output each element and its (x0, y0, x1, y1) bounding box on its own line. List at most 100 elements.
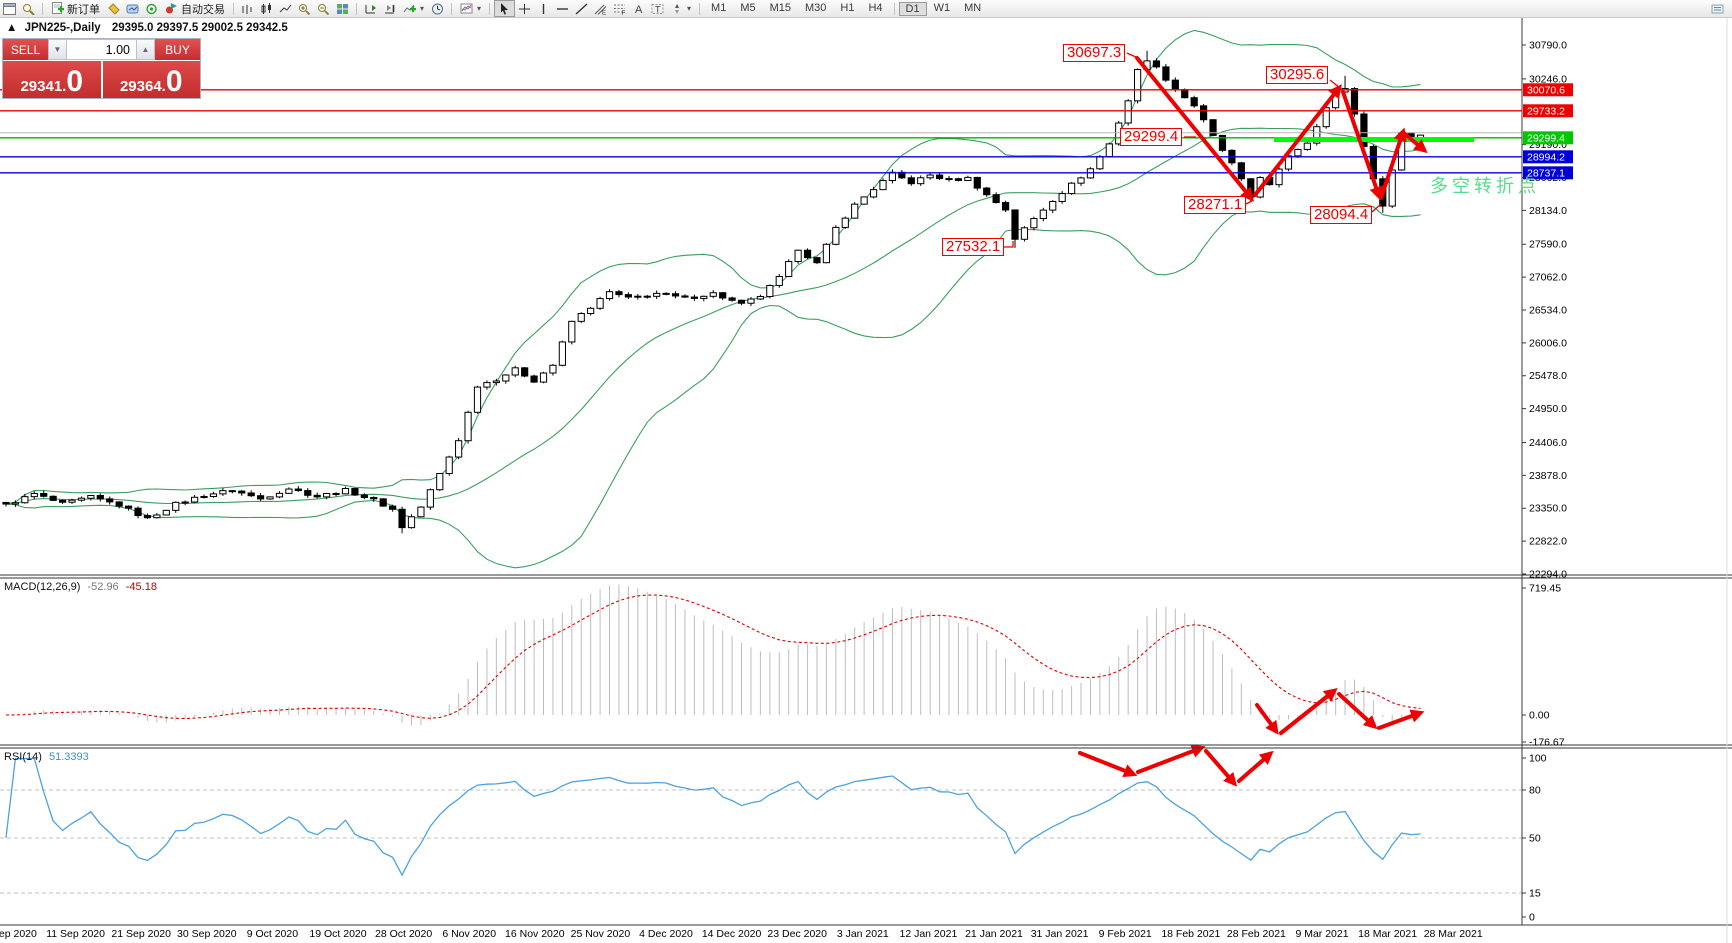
clock-icon[interactable] (428, 1, 447, 16)
tab-timeframe-m30[interactable]: M30 (805, 2, 827, 14)
chevron-down-icon: ▾ (687, 4, 692, 13)
axis-tick-label: 28737.1 (1527, 167, 1565, 179)
trend-arrow[interactable] (1255, 703, 1279, 735)
trend-arrow[interactable] (1403, 132, 1428, 154)
rsi-value: 51.3393 (48, 751, 89, 763)
macd-name: MACD(12,26,9) (4, 581, 81, 593)
profiles-icon[interactable] (19, 1, 38, 16)
annotation-connector (1004, 241, 1014, 248)
price-annotation-box[interactable]: 29299.4 (1120, 128, 1183, 146)
price-annotation-box[interactable]: 30295.6 (1266, 66, 1329, 84)
vertical-line-icon[interactable] (534, 1, 553, 16)
axis-tick-label: 11 Sep 2020 (46, 928, 105, 940)
volume-increase-button[interactable]: ▲ (136, 39, 155, 60)
axis-tick-label: 100 (1529, 753, 1547, 765)
text-icon[interactable]: A (629, 1, 648, 16)
spin-up-icon: ▲ (141, 45, 150, 54)
indicators-button[interactable]: ▾ (399, 1, 428, 16)
axis-tick-label: 4 Dec 2020 (639, 928, 693, 940)
rsi-pane-label: RSI(14) 51.3393 (4, 751, 89, 763)
buy-button[interactable]: BUY (155, 39, 200, 60)
sell-button[interactable]: SELL (3, 39, 48, 60)
volume-decrease-button[interactable]: ▼ (48, 39, 67, 60)
spin-down-icon: ▼ (53, 45, 62, 54)
channel-icon[interactable]: E (591, 1, 610, 16)
chart-shift-icon[interactable] (361, 1, 380, 16)
trend-arrow[interactable] (1078, 751, 1138, 778)
autotrade-button[interactable]: 自动交易 (161, 1, 229, 16)
price-annotation-box[interactable]: 28271.1 (1184, 196, 1247, 214)
trend-arrow[interactable] (1136, 744, 1206, 774)
cursor-icon[interactable] (494, 0, 516, 17)
tab-timeframe-w1[interactable]: W1 (933, 2, 951, 14)
axis-tick-label: 14 Dec 2020 (702, 928, 762, 940)
new-order-button[interactable]: 新订单 (47, 1, 104, 16)
crosshair-icon[interactable] (515, 1, 534, 16)
chart-window-icon[interactable] (0, 1, 19, 16)
text-label-icon[interactable]: T (648, 1, 667, 16)
tab-timeframe-h4[interactable]: H4 (868, 2, 883, 14)
trend-arrow[interactable] (1135, 56, 1255, 202)
trend-arrow[interactable] (1377, 709, 1425, 730)
main-toolbar: 新订单 自动交易 ▾ ▾ E (0, 0, 1732, 18)
trend-arrow[interactable] (1341, 90, 1383, 201)
line-chart-icon[interactable] (276, 1, 295, 16)
trend-arrow[interactable] (1379, 127, 1407, 200)
trend-arrow[interactable] (1204, 749, 1238, 787)
bar-chart-icon[interactable] (238, 1, 257, 16)
toolbar-overflow-icon[interactable] (1708, 1, 1727, 16)
buy-price-button[interactable]: 29364 . 0 (102, 61, 200, 98)
price-annotation-box[interactable]: 28094.4 (1310, 206, 1373, 224)
trend-arrow[interactable] (1279, 688, 1338, 735)
axis-tick-label: 23878.0 (1529, 470, 1567, 482)
price-annotation-box[interactable]: 30697.3 (1063, 44, 1126, 62)
trend-arrow[interactable] (1253, 84, 1342, 197)
toolbar-separator (451, 2, 453, 15)
ohlc-values: 29395.0 29397.5 29002.5 29342.5 (111, 22, 288, 34)
tile-windows-icon[interactable] (333, 1, 352, 16)
trend-arrow[interactable] (1337, 692, 1378, 730)
buy-price: 29364 (119, 78, 162, 95)
collapse-marker-icon[interactable]: ▲ (6, 22, 18, 34)
volume-input[interactable]: 1.00 (67, 39, 136, 60)
arrows-button[interactable]: ▾ (667, 1, 695, 16)
green-highlight-bar[interactable] (1274, 137, 1474, 142)
axis-tick-label: 28994.2 (1527, 151, 1565, 163)
market-watch-icon[interactable] (123, 1, 142, 16)
tab-timeframe-m15[interactable]: M15 (769, 2, 792, 14)
macd-signal-line (5, 594, 1421, 720)
axis-tick-label: 27062.0 (1529, 272, 1567, 284)
axis-tick-label: 2 Sep 2020 (0, 928, 37, 940)
autoscroll-icon[interactable] (380, 1, 399, 16)
templates-button[interactable]: ▾ (456, 1, 485, 16)
candlestick-series (2, 50, 1425, 534)
symbol-period-label: JPN225-,Daily (24, 22, 101, 34)
axis-tick-label: 28 Oct 2020 (375, 928, 432, 940)
candlestick-chart-icon[interactable] (257, 1, 276, 16)
price-annotation-box[interactable]: 27532.1 (942, 238, 1005, 256)
svg-text:E: E (602, 10, 606, 15)
axis-tick-label: 23350.0 (1529, 503, 1567, 515)
axis-tick-label: 30 Sep 2020 (177, 928, 237, 940)
eraser-icon[interactable] (104, 1, 123, 16)
tab-timeframe-d1[interactable]: D1 (898, 1, 927, 16)
zoom-in-icon[interactable] (295, 1, 314, 16)
tab-timeframe-h1[interactable]: H1 (840, 2, 855, 14)
horizontal-line-icon[interactable] (553, 1, 572, 16)
axis-tick-label: 25478.0 (1529, 370, 1567, 382)
zoom-out-icon[interactable] (314, 1, 333, 16)
sell-price-button[interactable]: 29341 . 0 (3, 61, 101, 98)
fibonacci-icon[interactable]: F (610, 1, 629, 16)
trend-arrow[interactable] (1237, 750, 1274, 783)
signal-icon[interactable] (142, 1, 161, 16)
trendline-icon[interactable] (572, 1, 591, 16)
tab-timeframe-m1[interactable]: M1 (711, 2, 727, 14)
price-axis-badge (1523, 104, 1573, 118)
axis-tick-label: 6 Nov 2020 (442, 928, 496, 940)
tab-timeframe-m5[interactable]: M5 (740, 2, 756, 14)
tab-timeframe-mn[interactable]: MN (964, 2, 982, 14)
toolbar-separator (42, 2, 43, 15)
toolbar-separator (893, 2, 895, 15)
axis-tick-label: 0 (1529, 912, 1535, 924)
